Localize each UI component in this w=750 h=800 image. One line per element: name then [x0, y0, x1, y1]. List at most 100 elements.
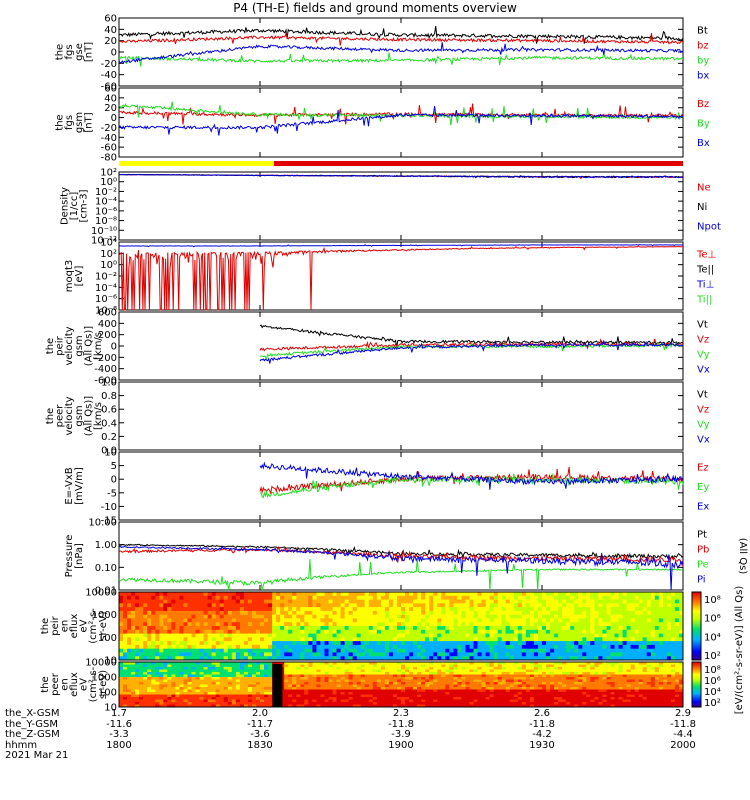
spectrogram-cell [223, 622, 229, 627]
spectrogram-cell [453, 641, 458, 646]
spectrogram-cell [251, 656, 257, 661]
spectrogram-cell [465, 637, 470, 642]
spectrogram-cell [401, 610, 406, 616]
spectrogram-cell [562, 603, 567, 608]
spectrogram-cell [119, 622, 124, 627]
spectrogram-cell [312, 648, 317, 653]
spectrogram-cell [135, 682, 140, 685]
spectrogram-cell [159, 652, 164, 657]
spectrogram-cell [445, 699, 450, 703]
spectrogram-cell [215, 641, 221, 646]
spectrogram-cell [143, 699, 148, 703]
spectrogram-cell [380, 684, 386, 688]
spectrogram-cell [123, 674, 128, 678]
spectrogram-cell [167, 626, 172, 631]
spectrogram-cell [453, 618, 458, 623]
spectrogram-cell [372, 674, 378, 678]
spectrogram-cell [187, 702, 192, 705]
spectrogram-cell [461, 626, 466, 631]
spectrogram-cell [352, 679, 358, 683]
spectrogram-cell [256, 652, 261, 657]
spectrogram-cell [300, 637, 305, 642]
spectrogram-cell [360, 629, 366, 635]
spectrogram-cell [542, 592, 547, 597]
spectrogram-cell [328, 674, 333, 678]
spectrogram-cell [425, 702, 430, 705]
spectrogram-cell [171, 682, 176, 685]
spectrogram-cell [602, 652, 607, 657]
spectrogram-cell [264, 592, 269, 597]
spectrogram-cell [171, 687, 176, 690]
spectrogram-cell [304, 644, 309, 650]
y-tick-label: 10⁻⁶ [95, 206, 117, 217]
spectrogram-cell [139, 679, 144, 683]
spectrogram-cell [364, 648, 370, 653]
spectrogram-cell [211, 633, 217, 638]
spectrogram-cell [582, 637, 587, 642]
spectrogram-cell [288, 614, 293, 619]
spectrogram-cell [348, 610, 354, 616]
spectrogram-cell [469, 664, 474, 668]
spectrogram-cell [401, 644, 406, 650]
spectrogram-cell [453, 644, 458, 650]
spectrogram-cell [465, 595, 470, 601]
spectrogram-cell [276, 644, 281, 650]
spectrogram-cell [167, 702, 172, 705]
spectrogram-cell [513, 694, 519, 698]
y-tick-label: 1000 [92, 673, 117, 684]
spectrogram-cell [344, 629, 350, 635]
spectrogram-cell [332, 614, 337, 619]
spectrogram-cell [392, 667, 398, 670]
spectrogram-cell [207, 662, 213, 665]
spectrogram-cell [300, 633, 305, 638]
spectrogram-cell [336, 603, 341, 608]
spectrogram-cell [256, 614, 261, 619]
spectrogram-cell [574, 618, 579, 623]
spectrogram-cell [372, 592, 378, 597]
spectrogram-cell [401, 699, 406, 703]
spectrogram-cell [183, 692, 188, 695]
spectrogram-cell [131, 626, 136, 631]
spectrogram-cell [147, 595, 152, 601]
spectrogram-cell [546, 637, 551, 642]
spectrogram-cell [461, 656, 466, 661]
spectrogram-cell [554, 669, 559, 673]
spectrogram-cell [437, 697, 442, 700]
spectrogram-cell [666, 656, 672, 661]
spectrogram-cell [558, 644, 563, 650]
spectrogram-cell [477, 702, 482, 705]
spectrogram-cell [308, 679, 313, 683]
spectrogram-cell [586, 592, 591, 597]
spectrogram-cell [562, 622, 567, 627]
spectrogram-cell [219, 629, 225, 635]
spectrogram-cell [123, 626, 128, 631]
spectrogram-cell [533, 667, 539, 670]
spectrogram-cell [489, 662, 495, 665]
spectrogram-cell [562, 692, 567, 695]
spectrogram-cell [292, 648, 297, 653]
spectrogram-cell [131, 684, 136, 688]
spectrogram-cell [135, 702, 140, 705]
spectrogram-cell [251, 637, 257, 642]
spectrogram-cell [554, 599, 559, 604]
spectrogram-cell [614, 626, 619, 631]
spectrogram-cell [397, 607, 402, 612]
spectrogram-cell [151, 599, 156, 604]
spectrogram-cell [380, 595, 386, 601]
spectrogram-cell [247, 674, 253, 678]
spectrogram-cell [284, 704, 289, 708]
spectrogram-cell [348, 652, 354, 657]
spectrogram-cell [392, 687, 398, 690]
spectrogram-cell [401, 704, 406, 708]
spectrogram-cell [461, 692, 466, 695]
spectrogram-cell [239, 644, 245, 650]
spectrogram-cell [650, 614, 656, 619]
spectrogram-cell [513, 664, 519, 668]
spectrogram-cell [521, 679, 527, 683]
spectrogram-cell [223, 592, 229, 597]
spectrogram-cell [207, 684, 213, 688]
spectrogram-cell [392, 607, 398, 612]
spectrogram-cell [300, 697, 305, 700]
spectrogram-cell [312, 603, 317, 608]
spectrogram-cell [602, 592, 607, 597]
